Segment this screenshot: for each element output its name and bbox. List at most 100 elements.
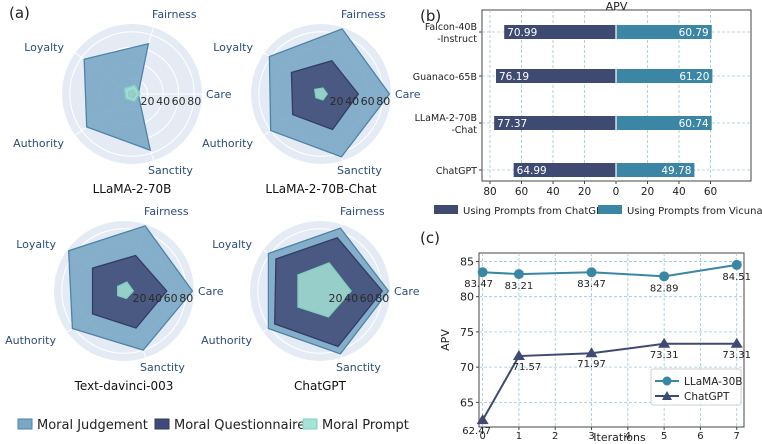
bar-data-label: 64.99 <box>517 165 547 177</box>
radar-axis-label-fairness: Fairness <box>341 8 386 21</box>
line-point-llama-30b <box>477 267 488 278</box>
legend-label-moral-questionnaire: Moral Questionnaire <box>174 418 305 433</box>
line-ytick-label: 75 <box>460 326 474 339</box>
bar-data-label: 61.20 <box>679 71 709 83</box>
line-xtick-label: 2 <box>552 431 558 442</box>
radar-legend: Moral Judgement Moral Questionnaire Moral … <box>17 418 409 433</box>
bar-data-label: 76.19 <box>499 71 529 83</box>
legend-label-moral-prompt: Moral Prompt <box>322 418 409 433</box>
line-ytick-label: 80 <box>460 291 474 304</box>
radar-chatgpt: 20 40 60 80 Care Fairness Loyalty Authority Sanc… <box>201 205 420 393</box>
bar-category-label: Guanaco-65B <box>413 72 477 83</box>
legend-swatch-moral-questionnaire <box>154 418 170 430</box>
radar-axis-label-sanctity: Sanctity <box>148 164 193 177</box>
radar-llama-2-70b: 20 40 60 80 Care Fairness Loyalty Authority Sanc… <box>13 8 232 196</box>
radar-rtick-label: 40 <box>345 95 359 108</box>
bar-xtick-label: 60 <box>515 186 528 198</box>
radar-rtick-label: 40 <box>156 95 170 108</box>
bar-category-label: -Chat <box>451 125 477 136</box>
radar-axis-label-authority: Authority <box>5 334 56 347</box>
radar-axis-label-sanctity: Sanctity <box>140 361 185 374</box>
line-data-label: 73.31 <box>650 350 679 361</box>
radar-title: Text-davinci-003 <box>74 379 174 393</box>
bar-legend-label-vicuna: Using Prompts from Vicuna-33B <box>627 206 762 217</box>
apv-line-chart: 0 1 2 3 4 5 6 7 65 70 75 80 85 Iterations APV 83.47 83.2… <box>439 252 751 444</box>
radar-rtick-label: 60 <box>360 292 374 305</box>
bar-chatgpt-prompts <box>513 163 616 177</box>
line-point-chatgpt <box>730 337 743 348</box>
radar-rtick-label: 20 <box>141 95 155 108</box>
bar-vicuna-prompts <box>616 69 713 83</box>
line-data-label: 71.97 <box>577 359 606 370</box>
radar-axis-label-fairness: Fairness <box>144 205 189 218</box>
bar-category-label: Falcon-40B <box>425 22 477 33</box>
bar-legend-label-chatgpt: Using Prompts from ChatGPT <box>463 206 609 217</box>
line-data-label: 73.31 <box>722 350 751 361</box>
radar-axis-label-care: Care <box>395 88 421 101</box>
line-point-chatgpt <box>658 337 671 348</box>
line-xtick-label: 4 <box>625 431 631 442</box>
legend-swatch-moral-prompt <box>302 418 318 430</box>
radar-rtick-label: 80 <box>376 95 390 108</box>
bar-xtick-label: 20 <box>641 186 654 198</box>
radar-series-moral-prompt <box>117 281 135 300</box>
line-point-chatgpt <box>512 350 525 361</box>
line-xtick-label: 5 <box>661 431 667 442</box>
line-xtick-label: 3 <box>588 431 594 442</box>
line-ylabel: APV <box>439 329 452 351</box>
radar-axis-label-care: Care <box>198 285 224 298</box>
bar-xtick-label: 40 <box>672 186 685 198</box>
radar-rtick-label: 80 <box>187 95 201 108</box>
line-point-llama-30b <box>731 259 742 270</box>
radar-axis-label-authority: Authority <box>201 334 252 347</box>
radar-rtick-label: 80 <box>375 292 389 305</box>
bar-category-label: LLaMA-2-70B <box>415 113 477 124</box>
line-point-chatgpt <box>476 414 489 425</box>
bar-data-label: 49.78 <box>661 165 691 177</box>
radar-axis-label-care: Care <box>206 88 232 101</box>
legend-label-moral-judgement: Moral Judgement <box>37 418 148 433</box>
apv-bar-chart: 80 60 40 20 0 20 40 60 APV 70.99 60.79 Falcon-40B-I… <box>413 0 762 217</box>
line-ytick-label: 65 <box>460 396 474 409</box>
line-data-label: 83.21 <box>505 281 534 292</box>
radar-rtick-label: 40 <box>148 292 162 305</box>
line-xtick-label: 7 <box>734 431 740 442</box>
radar-rtick-label: 60 <box>361 95 375 108</box>
line-point-llama-30b <box>513 269 524 280</box>
bar-vicuna-prompts <box>616 163 695 177</box>
bar-legend-swatch-vicuna <box>598 205 622 214</box>
radar-rtick-label: 20 <box>329 292 343 305</box>
radar-rtick-label: 60 <box>172 95 186 108</box>
bar-data-label: 77.37 <box>497 118 527 130</box>
radar-llama-2-70b-chat: 20 40 60 80 Care Fairness Loyalty Authority Sanc… <box>202 8 421 196</box>
bar-chatgpt-prompts <box>496 69 616 83</box>
bar-data-label: 60.74 <box>679 118 709 130</box>
bar-vicuna-prompts <box>616 116 712 130</box>
line-data-label: 84.51 <box>722 272 751 283</box>
line-legend-marker <box>662 391 672 400</box>
radar-series-moral-prompt <box>297 262 352 318</box>
line-point-llama-30b <box>586 267 597 278</box>
bar-title: APV <box>606 0 628 13</box>
line-ytick-label: 70 <box>460 361 474 374</box>
line-point-llama-30b <box>659 271 670 282</box>
bar-xtick-label: 40 <box>546 186 559 198</box>
line-legend-label: ChatGPT <box>684 391 730 403</box>
radar-series-moral-judgement <box>83 42 152 152</box>
radar-title: LLaMA-2-70B-Chat <box>265 182 376 196</box>
radar-axis-label-authority: Authority <box>202 137 253 150</box>
line-xtick-label: 1 <box>516 431 522 442</box>
radar-axis-label-loyalty: Loyalty <box>24 41 64 54</box>
legend-swatch-moral-judgement <box>17 418 33 430</box>
radar-title: ChatGPT <box>294 379 347 393</box>
bar-data-label: 70.99 <box>507 27 537 39</box>
radar-axis-label-sanctity: Sanctity <box>336 361 381 374</box>
panel-label-b: (b) <box>420 7 441 25</box>
line-data-label: 71.57 <box>513 362 542 373</box>
radar-axis-label-authority: Authority <box>13 137 64 150</box>
radar-text-davinci-003: 20 40 60 80 Care Fairness Loyalty Authority Sanc… <box>5 205 224 393</box>
bar-category-label: -Instruct <box>437 34 477 45</box>
radar-rtick-label: 60 <box>164 292 178 305</box>
line-data-label: 82.89 <box>650 283 679 294</box>
